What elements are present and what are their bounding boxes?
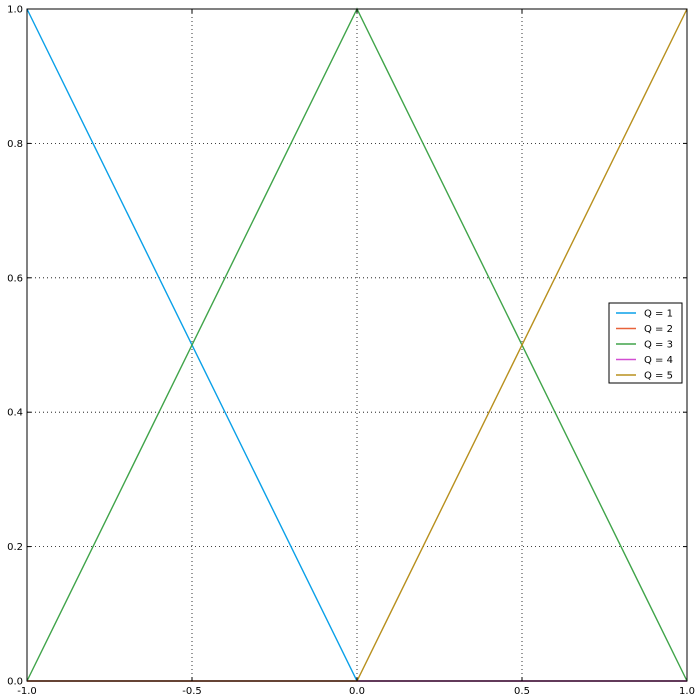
x-tick-label: 0.5 <box>514 686 530 697</box>
y-tick-label: 0.0 <box>7 677 23 688</box>
y-tick-label: 0.8 <box>7 139 23 150</box>
legend: Q = 1 Q = 2 Q = 3 Q = 4 Q = 5 <box>608 302 683 384</box>
x-tick-label: -1.0 <box>17 686 37 697</box>
x-tick-label: -0.5 <box>182 686 202 697</box>
axis-ticks: -1.0 -0.5 0.0 0.5 1.0 0.0 0.2 0.4 0.6 0.8 1.0 <box>7 5 695 698</box>
x-tick-label: 1.0 <box>679 686 695 697</box>
y-tick-label: 0.2 <box>7 542 23 553</box>
legend-label: Q = 5 <box>644 371 673 382</box>
legend-label: Q = 3 <box>644 340 673 351</box>
legend-label: Q = 4 <box>644 355 673 366</box>
x-tick-label: 0.0 <box>349 686 365 697</box>
legend-box <box>608 302 683 384</box>
legend-label: Q = 1 <box>644 309 673 320</box>
y-tick-label: 0.4 <box>7 408 23 419</box>
y-tick-label: 1.0 <box>7 5 23 16</box>
y-tick-label: 0.6 <box>7 273 23 284</box>
grid <box>26 8 688 682</box>
legend-label: Q = 2 <box>644 324 673 335</box>
